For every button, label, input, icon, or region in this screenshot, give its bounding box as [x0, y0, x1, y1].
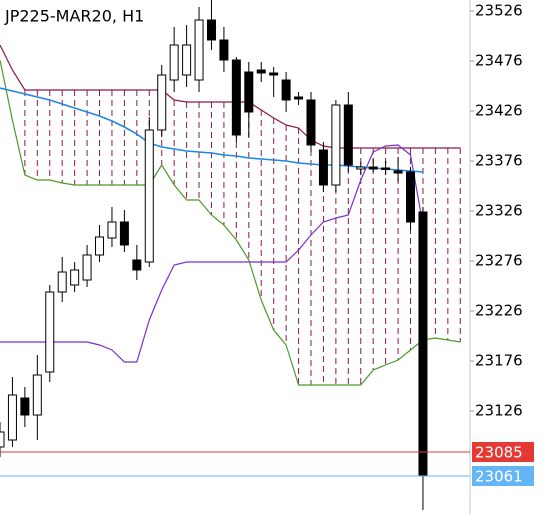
y-tick-label: 23326: [475, 202, 523, 220]
candle-body: [306, 99, 316, 146]
candle-body: [356, 166, 366, 170]
candle-body: [331, 104, 341, 186]
price-label-box: [472, 442, 534, 462]
candle-body: [231, 59, 241, 136]
indicator-line: [0, 87, 424, 173]
candle-body: [119, 221, 129, 246]
plot-area: [0, 0, 474, 514]
candle-body: [7, 394, 17, 441]
price-label: 23085: [475, 444, 523, 462]
candle-body: [256, 69, 266, 74]
price-label: 23061: [475, 468, 523, 486]
candle-body: [343, 104, 353, 166]
candle-body: [406, 171, 416, 223]
candle-body: [107, 221, 117, 239]
candle-body: [82, 254, 92, 281]
y-tick-label: 23176: [475, 352, 523, 370]
candle-body: [95, 236, 105, 256]
candle-body: [20, 397, 30, 416]
candle-body: [269, 72, 279, 76]
title-background: [2, 4, 160, 30]
candle-body: [194, 19, 204, 81]
candle-body: [294, 96, 304, 100]
candle-body: [244, 71, 254, 113]
y-tick-label: 23526: [475, 2, 523, 20]
y-tick-label: 23426: [475, 102, 523, 120]
candle-body: [169, 44, 179, 81]
candle-body: [368, 166, 378, 170]
y-tick-label: 23276: [475, 252, 523, 270]
chart-title: JP225-MAR20, H1: [4, 7, 144, 26]
candle-body: [393, 170, 403, 174]
indicator-line: [0, 59, 461, 386]
price-label-box: [472, 466, 534, 486]
candle-body: [418, 211, 428, 477]
candle-body: [132, 259, 142, 271]
y-tick-label: 23376: [475, 152, 523, 170]
candle-body: [182, 44, 192, 76]
candle-body: [70, 269, 80, 286]
candle-body: [206, 19, 216, 41]
candle-body: [144, 129, 154, 263]
candle-body: [57, 271, 67, 293]
indicator-line: [0, 144, 424, 363]
y-tick-label: 23476: [475, 52, 523, 70]
candle-body: [157, 74, 167, 131]
candle-body: [381, 167, 391, 170]
y-tick-label: 23226: [475, 302, 523, 320]
y-tick-label: 23126: [475, 402, 523, 420]
indicator-line: [0, 44, 461, 149]
candle-body: [32, 374, 42, 416]
candle-body: [0, 431, 5, 448]
candle-body: [45, 291, 55, 373]
candle-body: [219, 39, 229, 61]
candle-body: [281, 79, 291, 101]
candle-body: [318, 149, 328, 186]
